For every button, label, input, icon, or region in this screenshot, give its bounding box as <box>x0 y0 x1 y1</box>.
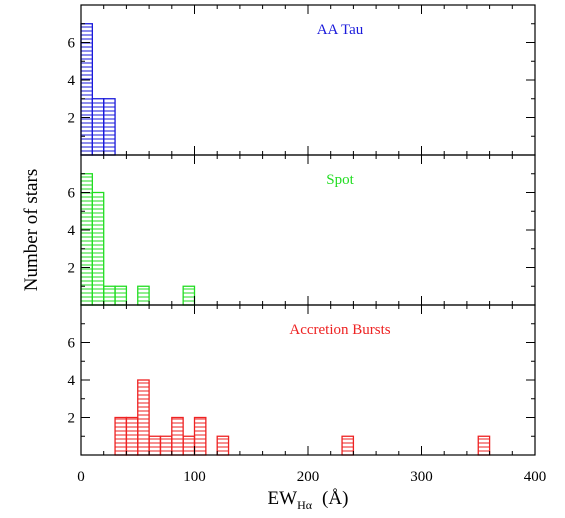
y-tick-label-aa-tau-4: 4 <box>68 73 76 89</box>
y-tick-label-spot-2: 2 <box>68 261 76 277</box>
bar-accretion-bursts-80 <box>171 416 184 456</box>
bar-accretion-bursts-120 <box>216 435 230 456</box>
y-tick-label-accretion-bursts-2: 2 <box>68 411 76 427</box>
panels: 2 4 6 AA Tau 2 4 6 Spot 2 4 6 Accretion Bursts <box>68 4 536 456</box>
bar-aa-tau-0 <box>80 23 93 156</box>
x-tick-label-200: 200 <box>297 469 320 485</box>
x-axis-label-subscript: Hα <box>297 498 313 512</box>
bar-spot-50 <box>137 285 150 306</box>
bar-accretion-bursts-350 <box>477 435 491 456</box>
bar-spot-20 <box>103 285 116 306</box>
x-tick-label-300: 300 <box>410 469 433 485</box>
bar-aa-tau-20 <box>103 98 116 156</box>
x-axis-label-main: EW <box>268 488 298 509</box>
y-axis-label: Number of stars <box>21 169 42 291</box>
bar-accretion-bursts-40 <box>125 416 139 456</box>
bar-accretion-bursts-60 <box>148 435 162 456</box>
x-axis-ticks: 0 100 200 300 400 <box>77 469 546 485</box>
panel-title-accretion-bursts: Accretion Bursts <box>289 322 390 338</box>
panel-aa-tau: 2 4 6 AA Tau <box>68 4 536 156</box>
x-tick-label-0: 0 <box>77 469 85 485</box>
y-tick-label-accretion-bursts-4: 4 <box>68 373 76 389</box>
y-tick-label-spot-6: 6 <box>68 186 76 202</box>
bar-spot-0 <box>80 173 93 306</box>
panel-frame-spot <box>80 154 536 306</box>
x-tick-label-100: 100 <box>183 469 206 485</box>
x-tick-label-400: 400 <box>524 469 547 485</box>
bar-aa-tau-10 <box>91 98 105 156</box>
panel-title-spot: Spot <box>326 172 354 188</box>
bar-accretion-bursts-100 <box>193 416 207 456</box>
panel-frame-aa-tau <box>80 4 536 156</box>
x-axis-label: EWHα (Å) <box>268 488 349 512</box>
bar-accretion-bursts-70 <box>159 435 173 456</box>
y-tick-label-accretion-bursts-6: 6 <box>68 336 76 352</box>
panel-accretion-bursts: 2 4 6 Accretion Bursts <box>68 304 536 456</box>
x-axis-label-unit: (Å) <box>322 488 348 509</box>
bar-accretion-bursts-30 <box>114 416 128 456</box>
bar-spot-90 <box>182 285 196 306</box>
bar-accretion-bursts-50 <box>137 379 150 456</box>
bar-spot-30 <box>114 285 128 306</box>
y-tick-label-aa-tau-2: 2 <box>68 111 76 127</box>
bar-accretion-bursts-230 <box>341 435 355 456</box>
panel-spot: 2 4 6 Spot <box>68 154 536 306</box>
bar-spot-10 <box>91 191 105 306</box>
y-tick-label-spot-4: 4 <box>68 223 76 239</box>
bar-accretion-bursts-90 <box>182 435 196 456</box>
panel-title-aa-tau: AA Tau <box>317 22 364 38</box>
y-tick-label-aa-tau-6: 6 <box>68 36 76 52</box>
